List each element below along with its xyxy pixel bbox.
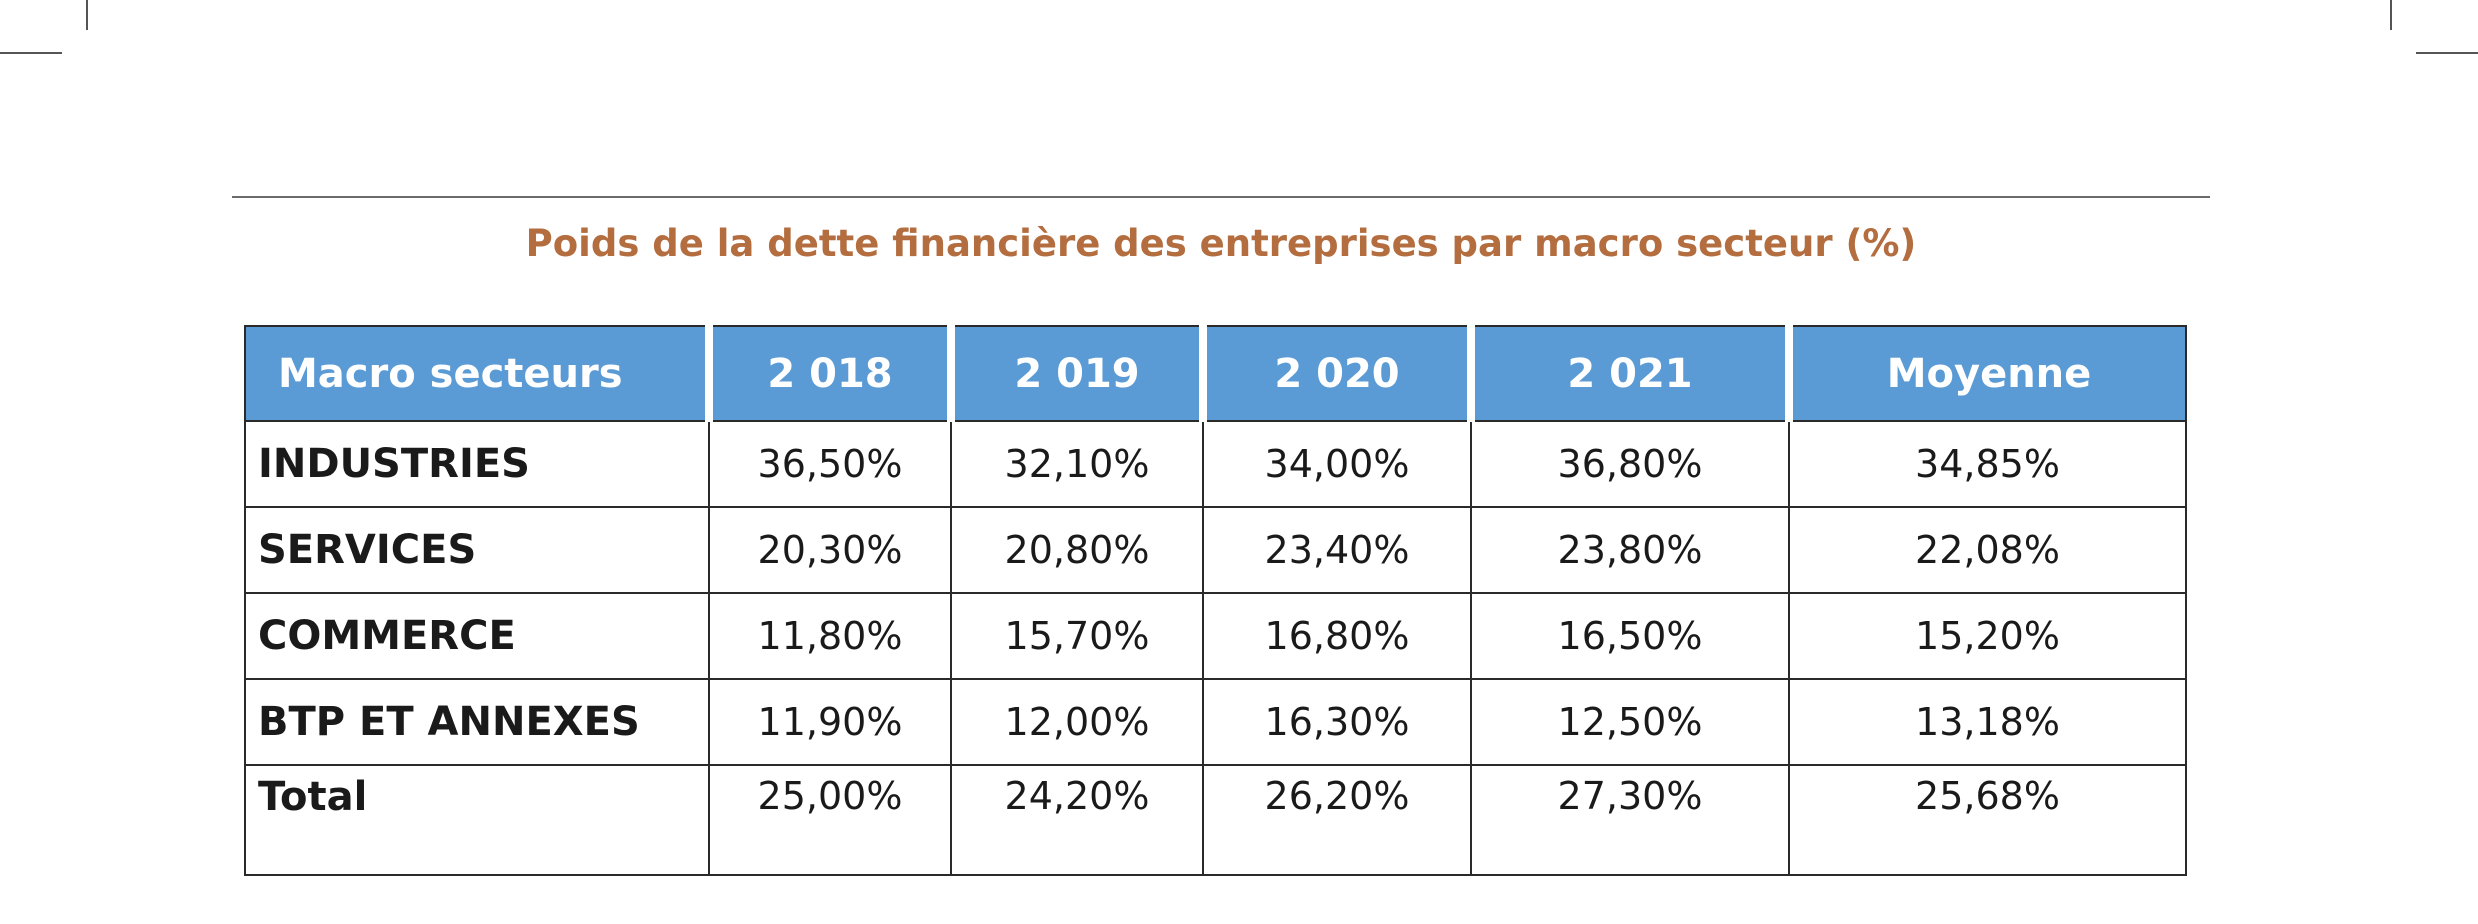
cell-value: 20,80% [950, 506, 1204, 594]
cell-value: 25,68% [1788, 764, 2187, 876]
cell-value: 15,20% [1788, 592, 2187, 680]
crop-mark [86, 0, 88, 30]
header-2021: 2 021 [1467, 326, 1789, 422]
cell-value: 36,80% [1470, 420, 1790, 508]
table-row: INDUSTRIES 36,50% 32,10% 34,00% 36,80% 3… [244, 420, 2187, 508]
cell-value: 12,50% [1470, 678, 1790, 766]
crop-mark [2390, 0, 2392, 30]
table-row-total: Total 25,00% 24,20% 26,20% 27,30% 25,68% [244, 764, 2187, 876]
cell-value: 34,85% [1788, 420, 2187, 508]
row-label: INDUSTRIES [244, 420, 710, 508]
crop-mark [2416, 52, 2478, 54]
cell-value: 16,50% [1470, 592, 1790, 680]
cell-value: 16,80% [1202, 592, 1472, 680]
top-rule [232, 196, 2210, 198]
table-row: COMMERCE 11,80% 15,70% 16,80% 16,50% 15,… [244, 592, 2187, 680]
table-row: BTP ET ANNEXES 11,90% 12,00% 16,30% 12,5… [244, 678, 2187, 766]
header-2020: 2 020 [1199, 326, 1471, 422]
row-label: SERVICES [244, 506, 710, 594]
cell-value: 20,30% [708, 506, 952, 594]
header-macro-secteurs: Macro secteurs [245, 326, 709, 422]
page-title: Poids de la dette financière des entrepr… [525, 222, 1917, 265]
cell-value: 25,00% [708, 764, 952, 876]
header-2019: 2 019 [947, 326, 1203, 422]
header-2018: 2 018 [705, 326, 951, 422]
cell-value: 16,30% [1202, 678, 1472, 766]
debt-weight-table: Macro secteurs 2 018 2 019 2 020 2 021 M… [244, 325, 2187, 876]
table-row: SERVICES 20,30% 20,80% 23,40% 23,80% 22,… [244, 506, 2187, 594]
table-header-row: Macro secteurs 2 018 2 019 2 020 2 021 M… [245, 326, 2186, 422]
row-label: COMMERCE [244, 592, 710, 680]
cell-value: 23,40% [1202, 506, 1472, 594]
cell-value: 27,30% [1470, 764, 1790, 876]
cell-value: 24,20% [950, 764, 1204, 876]
cell-value: 36,50% [708, 420, 952, 508]
cell-value: 12,00% [950, 678, 1204, 766]
cell-value: 34,00% [1202, 420, 1472, 508]
cell-value: 23,80% [1470, 506, 1790, 594]
cell-value: 32,10% [950, 420, 1204, 508]
row-label: BTP ET ANNEXES [244, 678, 710, 766]
cell-value: 13,18% [1788, 678, 2187, 766]
cell-value: 22,08% [1788, 506, 2187, 594]
cell-value: 26,20% [1202, 764, 1472, 876]
cell-value: 11,80% [708, 592, 952, 680]
row-label: Total [244, 764, 710, 876]
cell-value: 15,70% [950, 592, 1204, 680]
header-moyenne: Moyenne [1785, 326, 2186, 422]
cell-value: 11,90% [708, 678, 952, 766]
crop-mark [0, 52, 62, 54]
